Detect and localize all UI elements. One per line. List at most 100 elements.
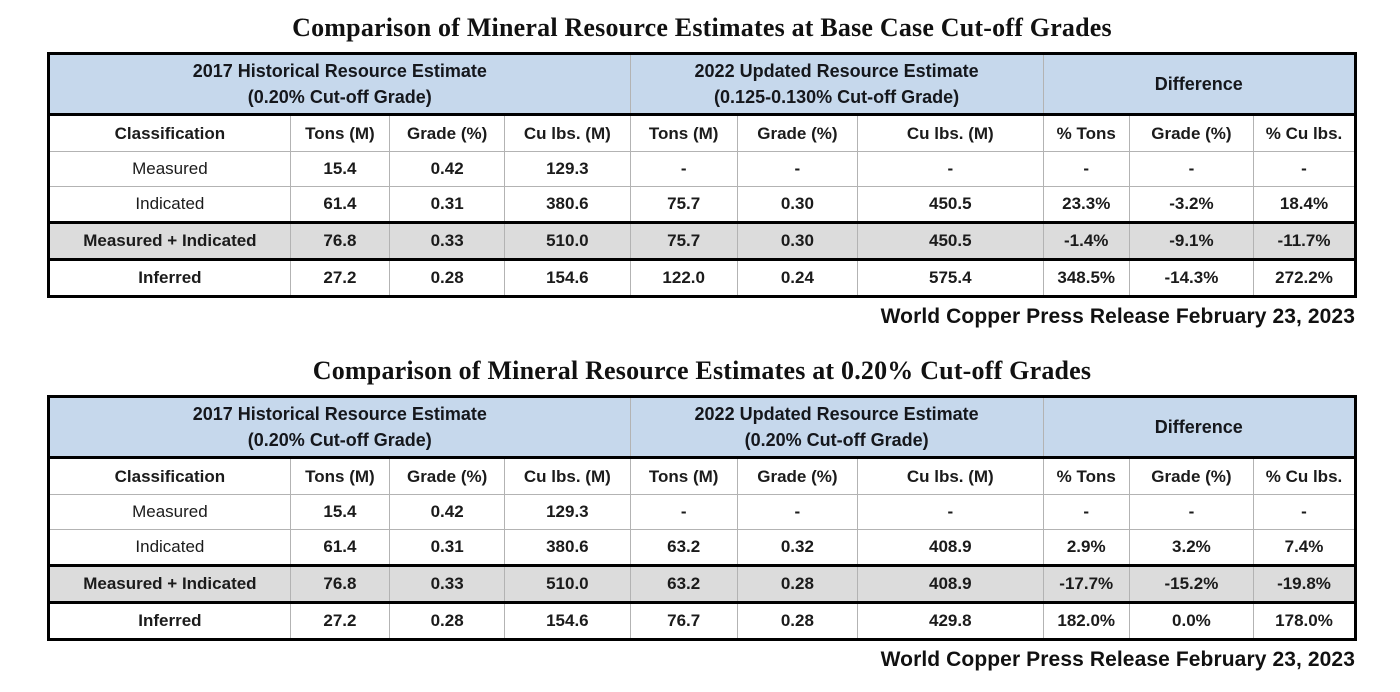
value-cell: -19.8% <box>1253 564 1356 603</box>
value-cell: 0.33 <box>389 564 506 603</box>
value-cell: 63.2 <box>629 564 738 603</box>
cutoff-020-table-section: Comparison of Mineral Resource Estimates… <box>47 329 1357 672</box>
value-cell: - <box>736 494 859 530</box>
column-header: % Tons <box>1042 114 1130 152</box>
cutoff-020-resource-table: 2017 Historical Resource Estimate (0.20% … <box>47 395 1357 641</box>
value-cell: -14.3% <box>1128 258 1255 297</box>
group-header: Difference <box>1042 53 1357 116</box>
classification-label: Inferred <box>48 258 291 297</box>
table-row: Indicated 61.4 0.31 380.6 63.2 0.32 408.9 2.9% 3… <box>48 529 1356 566</box>
group-header: Difference <box>1042 396 1357 459</box>
value-cell: - <box>1042 494 1130 530</box>
classification-label: Measured <box>48 151 291 187</box>
mineral-resource-table: 2017 Historical Resource Estimate (0.20% … <box>47 52 1357 298</box>
value-cell: 0.42 <box>389 151 506 187</box>
value-cell: 0.0% <box>1128 601 1255 640</box>
table-row: Inferred 27.2 0.28 154.6 76.7 0.28 429.8 182.0%… <box>48 601 1356 640</box>
column-header: Tons (M) <box>629 457 738 495</box>
value-cell: 182.0% <box>1042 601 1130 640</box>
value-cell: 408.9 <box>857 529 1044 566</box>
value-cell: 0.30 <box>736 221 859 260</box>
classification-label: Indicated <box>48 529 291 566</box>
classification-label: Measured <box>48 494 291 530</box>
column-header: % Cu lbs. <box>1253 457 1356 495</box>
value-cell: 122.0 <box>629 258 738 297</box>
base-case-table-title: Comparison of Mineral Resource Estimates… <box>292 13 1112 42</box>
value-cell: 3.2% <box>1128 529 1255 566</box>
value-cell: - <box>1253 151 1356 187</box>
cutoff-020-table-title: Comparison of Mineral Resource Estimates… <box>312 356 1092 385</box>
value-cell: 154.6 <box>504 258 631 297</box>
value-cell: 450.5 <box>857 221 1044 260</box>
value-cell: 61.4 <box>289 529 391 566</box>
value-cell: 0.32 <box>736 529 859 566</box>
value-cell: - <box>1128 151 1255 187</box>
value-cell: 510.0 <box>504 564 631 603</box>
value-cell: -3.2% <box>1128 186 1255 223</box>
group-header: 2017 Historical Resource Estimate (0.20% … <box>48 53 631 116</box>
value-cell: 380.6 <box>504 529 631 566</box>
value-cell: - <box>1128 494 1255 530</box>
column-header: Cu lbs. (M) <box>857 114 1044 152</box>
value-cell: 27.2 <box>289 258 391 297</box>
column-header: Tons (M) <box>289 457 391 495</box>
column-header: Tons (M) <box>629 114 738 152</box>
value-cell: 575.4 <box>857 258 1044 297</box>
cutoff-020-source-caption: World Copper Press Release February 23, … <box>880 648 1355 671</box>
table-row: Measured + Indicated 76.8 0.33 510.0 75.7 0.3… <box>48 221 1356 260</box>
value-cell: 18.4% <box>1253 186 1356 223</box>
value-cell: - <box>629 494 738 530</box>
value-cell: -15.2% <box>1128 564 1255 603</box>
value-cell: 75.7 <box>629 186 738 223</box>
value-cell: 129.3 <box>504 494 631 530</box>
value-cell: - <box>1253 494 1356 530</box>
column-header: Grade (%) <box>389 114 506 152</box>
value-cell: -17.7% <box>1042 564 1130 603</box>
value-cell: -11.7% <box>1253 221 1356 260</box>
value-cell: - <box>1042 151 1130 187</box>
value-cell: -9.1% <box>1128 221 1255 260</box>
column-header: Classification <box>48 457 291 495</box>
column-header: Grade (%) <box>1128 114 1255 152</box>
value-cell: 0.28 <box>736 601 859 640</box>
value-cell: 154.6 <box>504 601 631 640</box>
value-cell: 178.0% <box>1253 601 1356 640</box>
value-cell: 75.7 <box>629 221 738 260</box>
classification-label: Measured + Indicated <box>48 564 291 603</box>
group-header: 2022 Updated Resource Estimate (0.20% Cut… <box>629 396 1044 459</box>
classification-label: Indicated <box>48 186 291 223</box>
value-cell: 510.0 <box>504 221 631 260</box>
value-cell: 0.30 <box>736 186 859 223</box>
value-cell: 129.3 <box>504 151 631 187</box>
value-cell: 0.33 <box>389 221 506 260</box>
column-header: Cu lbs. (M) <box>504 457 631 495</box>
group-header: 2022 Updated Resource Estimate (0.125-0.1… <box>629 53 1044 116</box>
value-cell: 408.9 <box>857 564 1044 603</box>
mineral-resource-table: 2017 Historical Resource Estimate (0.20% … <box>47 395 1357 641</box>
value-cell: 0.24 <box>736 258 859 297</box>
group-header: 2017 Historical Resource Estimate (0.20% … <box>48 396 631 459</box>
column-header: Tons (M) <box>289 114 391 152</box>
value-cell: 15.4 <box>289 494 391 530</box>
value-cell: 27.2 <box>289 601 391 640</box>
value-cell: 272.2% <box>1253 258 1356 297</box>
value-cell: 15.4 <box>289 151 391 187</box>
column-header: Cu lbs. (M) <box>504 114 631 152</box>
value-cell: 380.6 <box>504 186 631 223</box>
value-cell: 63.2 <box>629 529 738 566</box>
column-header: Grade (%) <box>736 457 859 495</box>
value-cell: - <box>857 151 1044 187</box>
classification-label: Measured + Indicated <box>48 221 291 260</box>
value-cell: 76.8 <box>289 221 391 260</box>
value-cell: 348.5% <box>1042 258 1130 297</box>
value-cell: 0.31 <box>389 186 506 223</box>
value-cell: 0.28 <box>389 258 506 297</box>
column-header: Grade (%) <box>1128 457 1255 495</box>
column-header: Classification <box>48 114 291 152</box>
value-cell: 429.8 <box>857 601 1044 640</box>
value-cell: 0.42 <box>389 494 506 530</box>
value-cell: 76.7 <box>629 601 738 640</box>
table-row: Measured + Indicated 76.8 0.33 510.0 63.2 0.2… <box>48 564 1356 603</box>
base-case-source-caption: World Copper Press Release February 23, … <box>880 305 1355 328</box>
